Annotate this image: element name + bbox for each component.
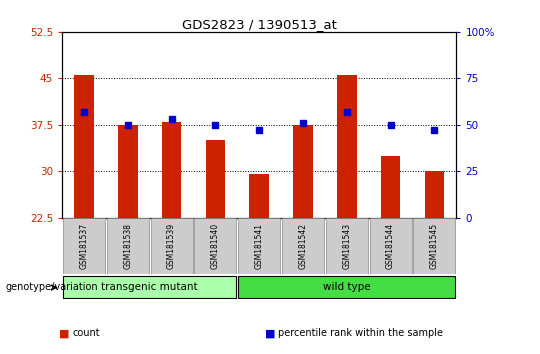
Bar	[424, 171, 444, 218]
Text: percentile rank within the sample: percentile rank within the sample	[278, 329, 443, 338]
Title: GDS2823 / 1390513_at: GDS2823 / 1390513_at	[182, 18, 336, 31]
FancyBboxPatch shape	[151, 218, 193, 274]
Text: GSM181538: GSM181538	[123, 223, 132, 269]
Text: GSM181537: GSM181537	[79, 223, 89, 269]
Text: genotype/variation: genotype/variation	[5, 282, 98, 292]
FancyBboxPatch shape	[326, 218, 368, 274]
FancyBboxPatch shape	[107, 218, 149, 274]
Text: ■: ■	[59, 329, 70, 338]
Text: GSM181541: GSM181541	[255, 223, 264, 269]
Bar	[293, 125, 313, 218]
Text: count: count	[73, 329, 100, 338]
Text: GSM181539: GSM181539	[167, 223, 176, 269]
FancyBboxPatch shape	[414, 218, 455, 274]
Text: GSM181540: GSM181540	[211, 223, 220, 269]
Bar	[118, 125, 138, 218]
Text: GSM181544: GSM181544	[386, 223, 395, 269]
Bar	[206, 140, 225, 218]
FancyBboxPatch shape	[63, 218, 105, 274]
Text: GSM181542: GSM181542	[299, 223, 307, 269]
Bar	[381, 156, 401, 218]
FancyBboxPatch shape	[238, 218, 280, 274]
Bar	[74, 75, 94, 218]
Bar	[337, 75, 356, 218]
Text: GSM181545: GSM181545	[430, 223, 439, 269]
FancyBboxPatch shape	[238, 276, 455, 298]
Bar	[249, 175, 269, 218]
FancyBboxPatch shape	[369, 218, 411, 274]
FancyBboxPatch shape	[63, 276, 237, 298]
Text: ■: ■	[265, 329, 275, 338]
Text: wild type: wild type	[323, 282, 370, 292]
Text: GSM181543: GSM181543	[342, 223, 352, 269]
Bar	[162, 122, 181, 218]
Text: transgenic mutant: transgenic mutant	[102, 282, 198, 292]
FancyBboxPatch shape	[282, 218, 324, 274]
FancyBboxPatch shape	[194, 218, 237, 274]
